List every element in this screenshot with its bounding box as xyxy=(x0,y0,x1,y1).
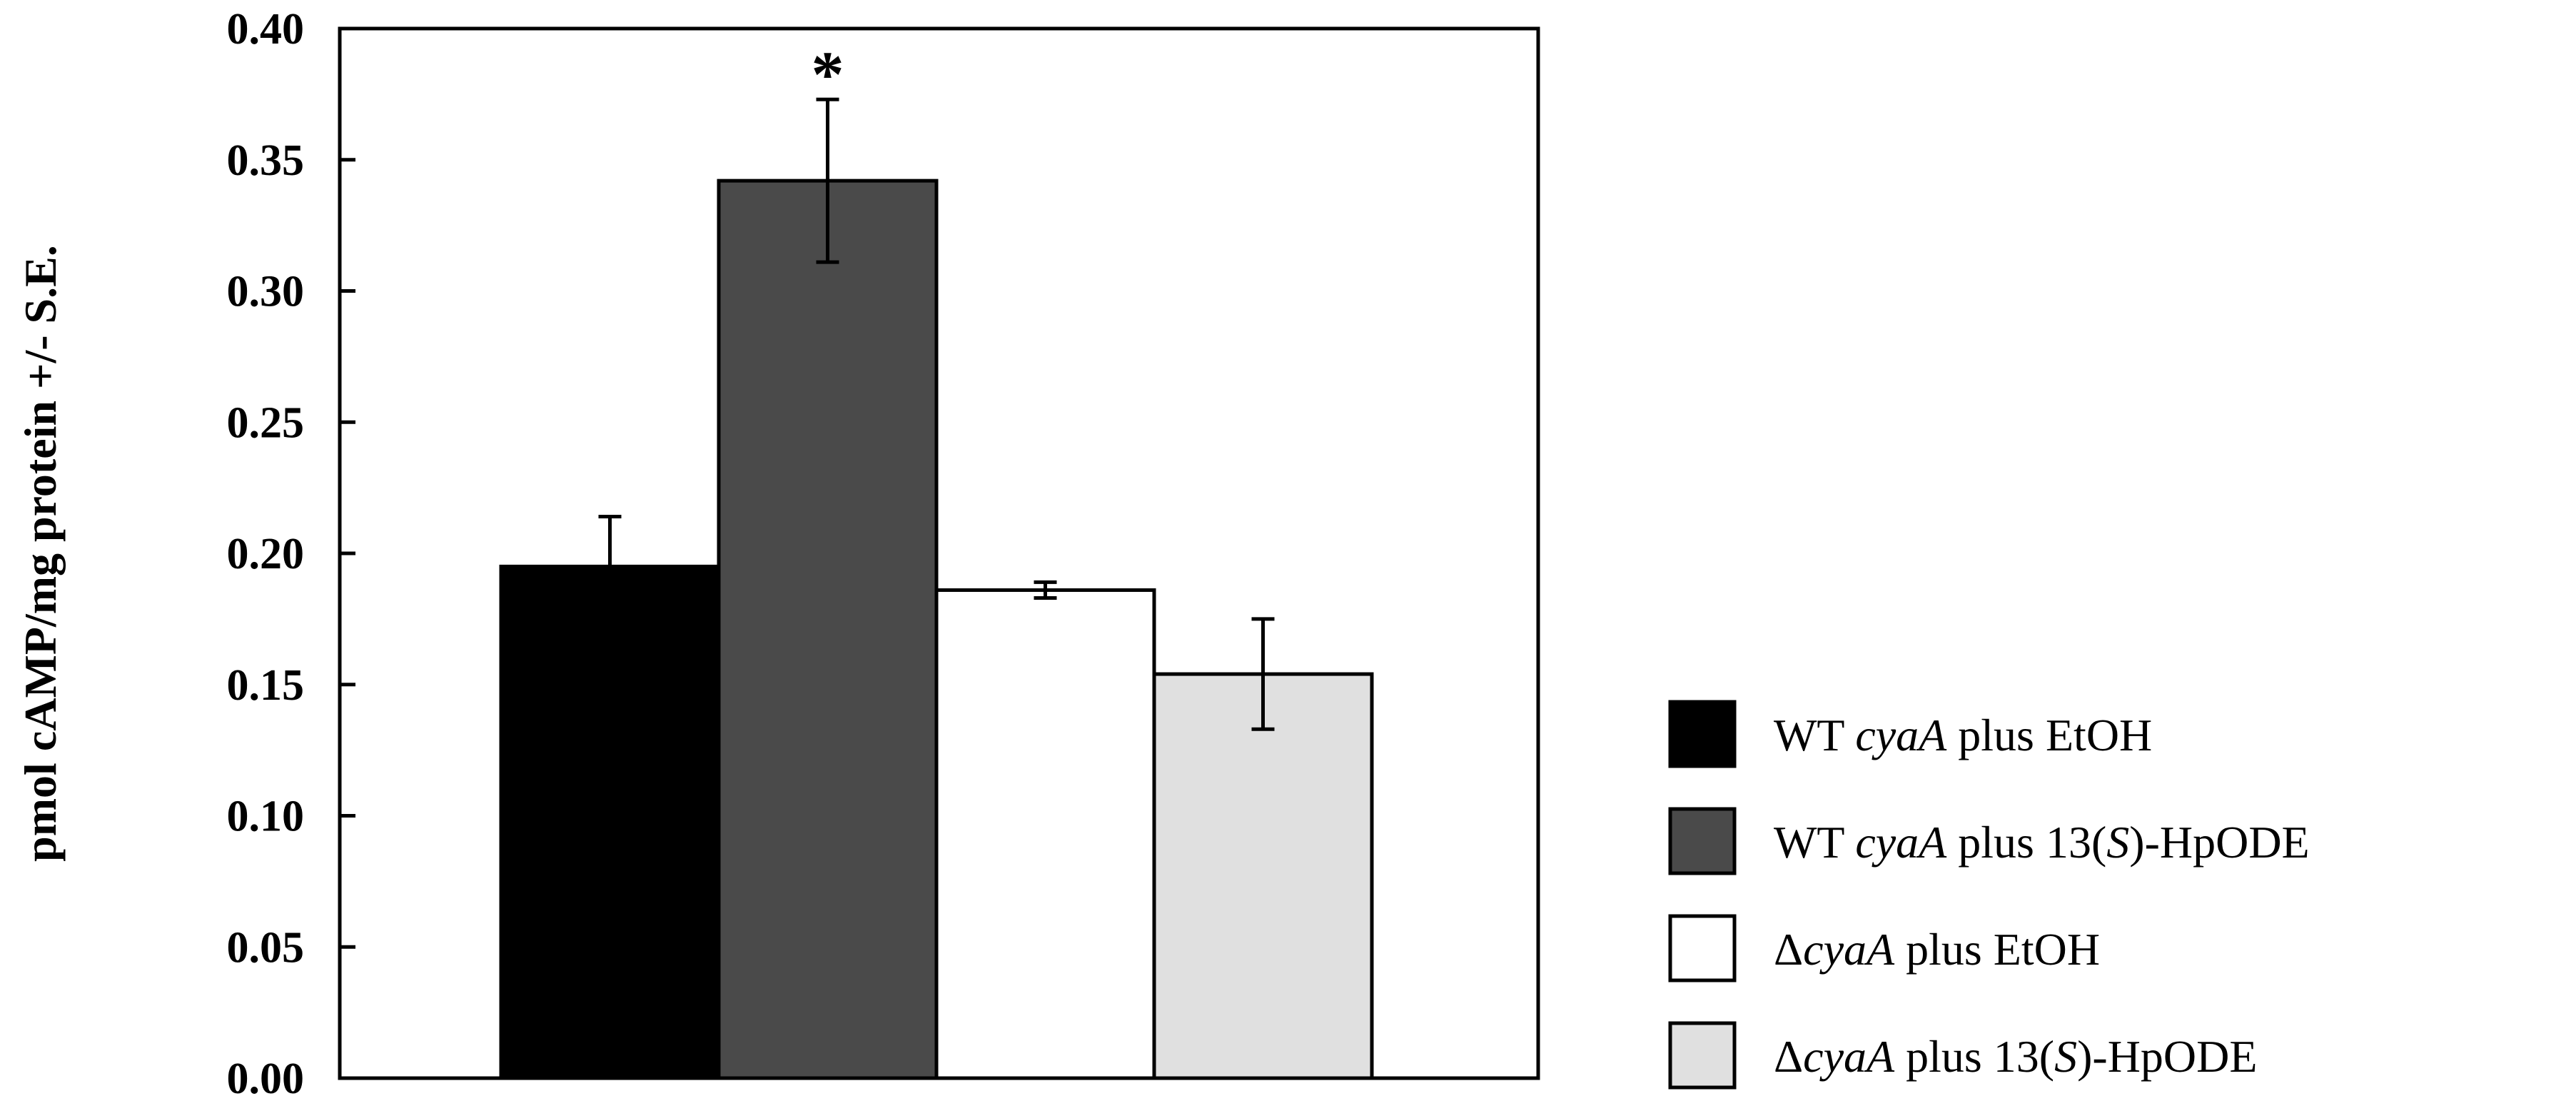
error-bar-1 xyxy=(598,515,622,618)
legend-swatch xyxy=(1668,807,1737,875)
legend-entry-4: ΔcyaA plus 13(S)-HpODE xyxy=(1668,1021,2257,1090)
legend-swatch xyxy=(1668,700,1737,768)
y-tick-label: 0.15 xyxy=(227,661,305,710)
legend-entry-1: WT cyaA plus EtOH xyxy=(1668,700,2152,768)
bar-3 xyxy=(934,588,1156,1080)
legend-swatch xyxy=(1668,914,1737,982)
legend-swatch xyxy=(1668,1021,1737,1090)
bar-1 xyxy=(499,564,721,1080)
y-tick-label: 0.20 xyxy=(227,530,305,578)
bar-4 xyxy=(1152,672,1374,1080)
error-bar-3 xyxy=(1034,580,1057,600)
y-tick-label: 0.40 xyxy=(227,5,305,54)
error-bar-4 xyxy=(1251,617,1275,731)
y-tick-label: 0.05 xyxy=(227,923,305,972)
y-tick-label: 0.25 xyxy=(227,398,305,447)
y-tick-label: 0.35 xyxy=(227,136,305,185)
legend: WT cyaA plus EtOH WT cyaA plus 13(S)-HpOD… xyxy=(1668,700,2310,1090)
legend-label: ΔcyaA plus EtOH xyxy=(1774,924,2100,975)
legend-label: WT cyaA plus 13(S)-HpODE xyxy=(1774,817,2310,868)
error-bar-2 xyxy=(816,97,839,264)
y-axis-label: pmol cAMP/mg protein +/- S.E. xyxy=(15,245,66,862)
y-tick-label: 0.30 xyxy=(227,268,305,316)
y-axis-ticks: 0.00 0.05 0.10 0.15 0.20 0.25 0.30 0.35 0.40 xyxy=(227,5,355,1103)
legend-entry-3: ΔcyaA plus EtOH xyxy=(1668,914,2100,982)
significance-marker: * xyxy=(812,38,844,111)
y-axis-title: pmol cAMP/mg protein +/- S.E. xyxy=(15,245,66,862)
plot-frame xyxy=(338,26,1540,1080)
y-tick-label: 0.10 xyxy=(227,793,305,841)
y-tick-label: 0.00 xyxy=(227,1055,305,1103)
legend-label: ΔcyaA plus 13(S)-HpODE xyxy=(1774,1031,2257,1082)
bar-2 xyxy=(717,179,939,1080)
legend-entry-2: WT cyaA plus 13(S)-HpODE xyxy=(1668,807,2310,875)
legend-label: WT cyaA plus EtOH xyxy=(1774,710,2152,760)
bars-group: * xyxy=(499,38,1374,1080)
